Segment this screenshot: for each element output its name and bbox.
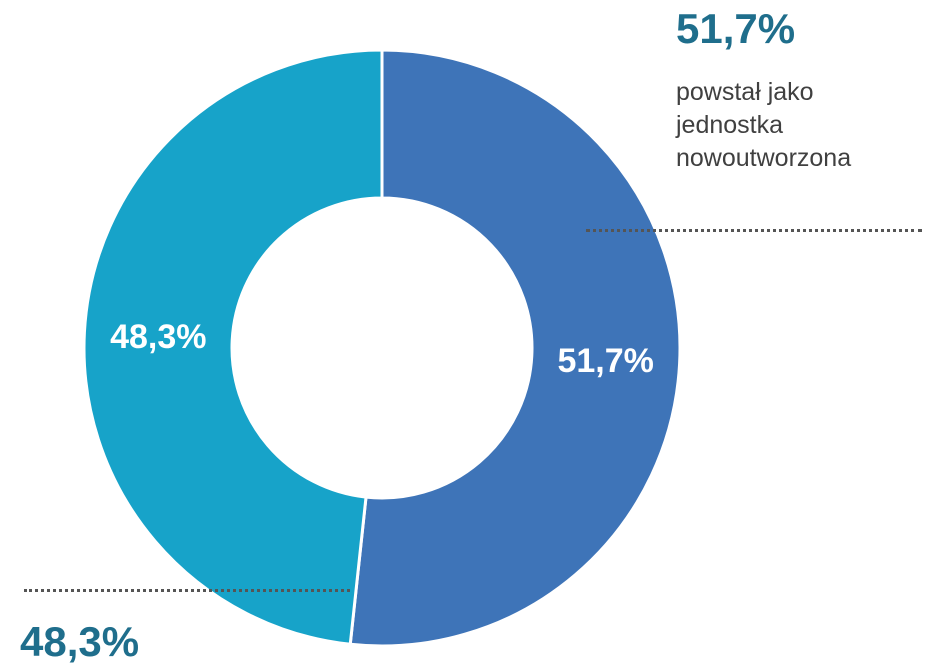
callout-right: 51,7% powstał jako jednostka nowoutworzo… [676, 8, 851, 175]
leader-line-left [24, 589, 350, 592]
callout-right-description: powstał jako jednostka nowoutworzona [676, 76, 851, 175]
callout-left-percent: 48,3% [20, 618, 140, 665]
callout-right-percent: 51,7% [676, 5, 796, 52]
donut-slice [82, 48, 384, 646]
donut-slices [82, 48, 682, 648]
callout-right-line: nowoutworzona [676, 144, 852, 172]
donut-slice-label: 48,3% [110, 318, 206, 356]
callout-right-line: jednostka [676, 111, 784, 139]
callout-left: 48,3% [20, 621, 139, 663]
donut-slice-label: 51,7% [557, 342, 653, 380]
callout-right-line: powstał jako [676, 78, 814, 106]
leader-line-right [586, 229, 922, 232]
donut-slice [348, 48, 682, 648]
donut-slice-labels: 51,7% 48,3% [110, 318, 654, 380]
